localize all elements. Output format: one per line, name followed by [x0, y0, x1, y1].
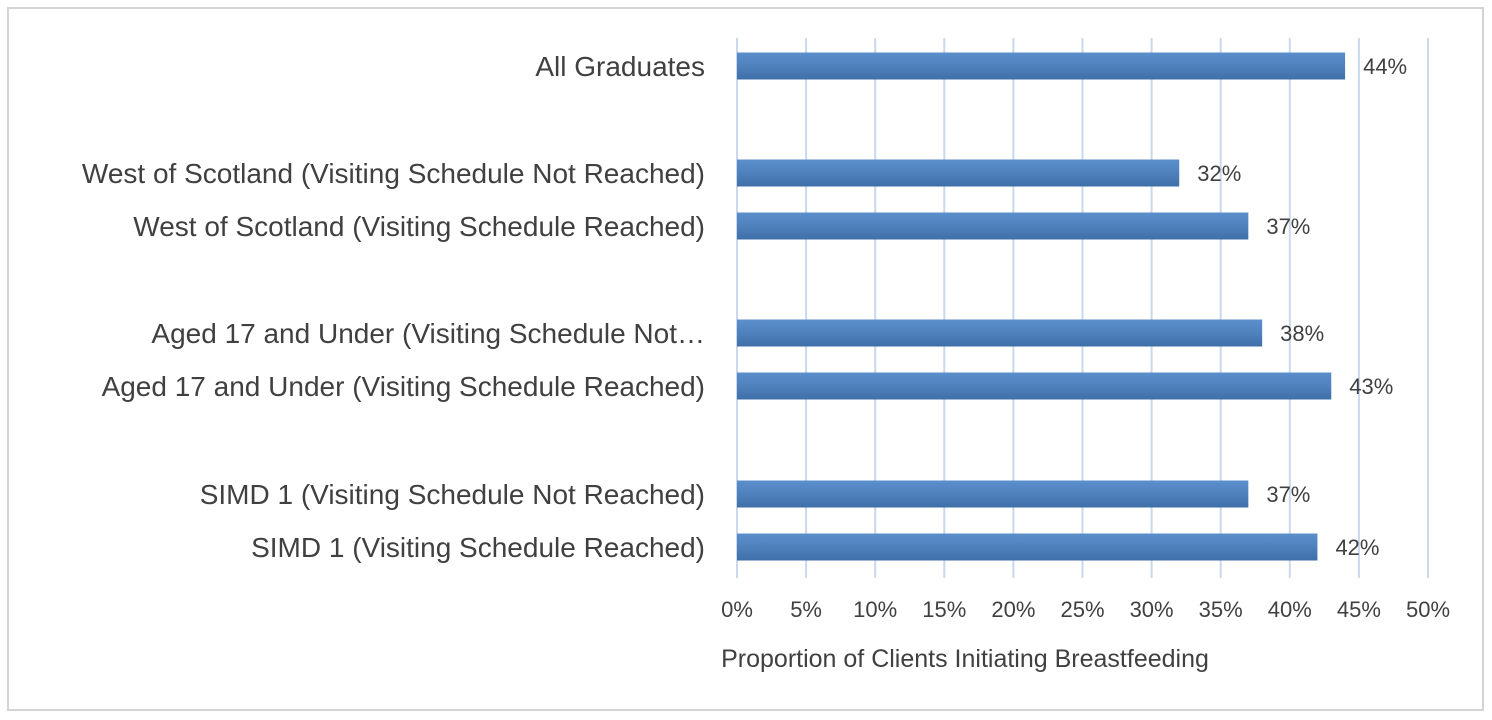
category-label: SIMD 1 (Visiting Schedule Reached) — [251, 532, 705, 563]
category-label: West of Scotland (Visiting Schedule Not … — [82, 158, 705, 189]
x-tick-label: 5% — [790, 597, 822, 622]
data-label: 32% — [1197, 161, 1241, 186]
category-label: SIMD 1 (Visiting Schedule Not Reached) — [200, 479, 705, 510]
category-label: West of Scotland (Visiting Schedule Reac… — [133, 211, 705, 242]
x-tick-labels: 0% 5% 10% 15% 20% 25% 30% 35% 40% 45% 50% — [721, 597, 1450, 622]
x-tick-label: 20% — [991, 597, 1035, 622]
data-label: 42% — [1335, 535, 1379, 560]
x-tick-label: 25% — [1060, 597, 1104, 622]
data-label: 37% — [1266, 482, 1310, 507]
x-tick-label: 30% — [1130, 597, 1174, 622]
bar — [737, 212, 1249, 240]
x-tick-label: 10% — [853, 597, 897, 622]
data-label: 38% — [1280, 321, 1324, 346]
x-tick-label: 15% — [922, 597, 966, 622]
data-label: 37% — [1266, 214, 1310, 239]
category-labels: All Graduates West of Scotland (Visiting … — [82, 51, 705, 563]
x-tick-label: 40% — [1268, 597, 1312, 622]
bar — [737, 372, 1332, 400]
bar — [737, 480, 1249, 508]
x-tick-label: 0% — [721, 597, 753, 622]
bar — [737, 319, 1263, 347]
x-tick-label: 50% — [1406, 597, 1450, 622]
x-tick-label: 35% — [1199, 597, 1243, 622]
bar — [737, 159, 1180, 187]
category-label: All Graduates — [535, 51, 705, 82]
x-tick-label: 45% — [1337, 597, 1381, 622]
data-label: 43% — [1349, 374, 1393, 399]
bar — [737, 533, 1318, 561]
category-label: Aged 17 and Under (Visiting Schedule Rea… — [102, 371, 705, 402]
data-label: 44% — [1363, 54, 1407, 79]
category-label: Aged 17 and Under (Visiting Schedule Not… — [151, 318, 705, 349]
data-labels: 44% 32% 37% 38% 43% 37% 42% — [1197, 54, 1407, 560]
x-axis-title: Proportion of Clients Initiating Breastf… — [721, 645, 1209, 673]
bar — [737, 52, 1346, 80]
chart-frame — [7, 7, 1484, 711]
bars — [737, 52, 1346, 561]
